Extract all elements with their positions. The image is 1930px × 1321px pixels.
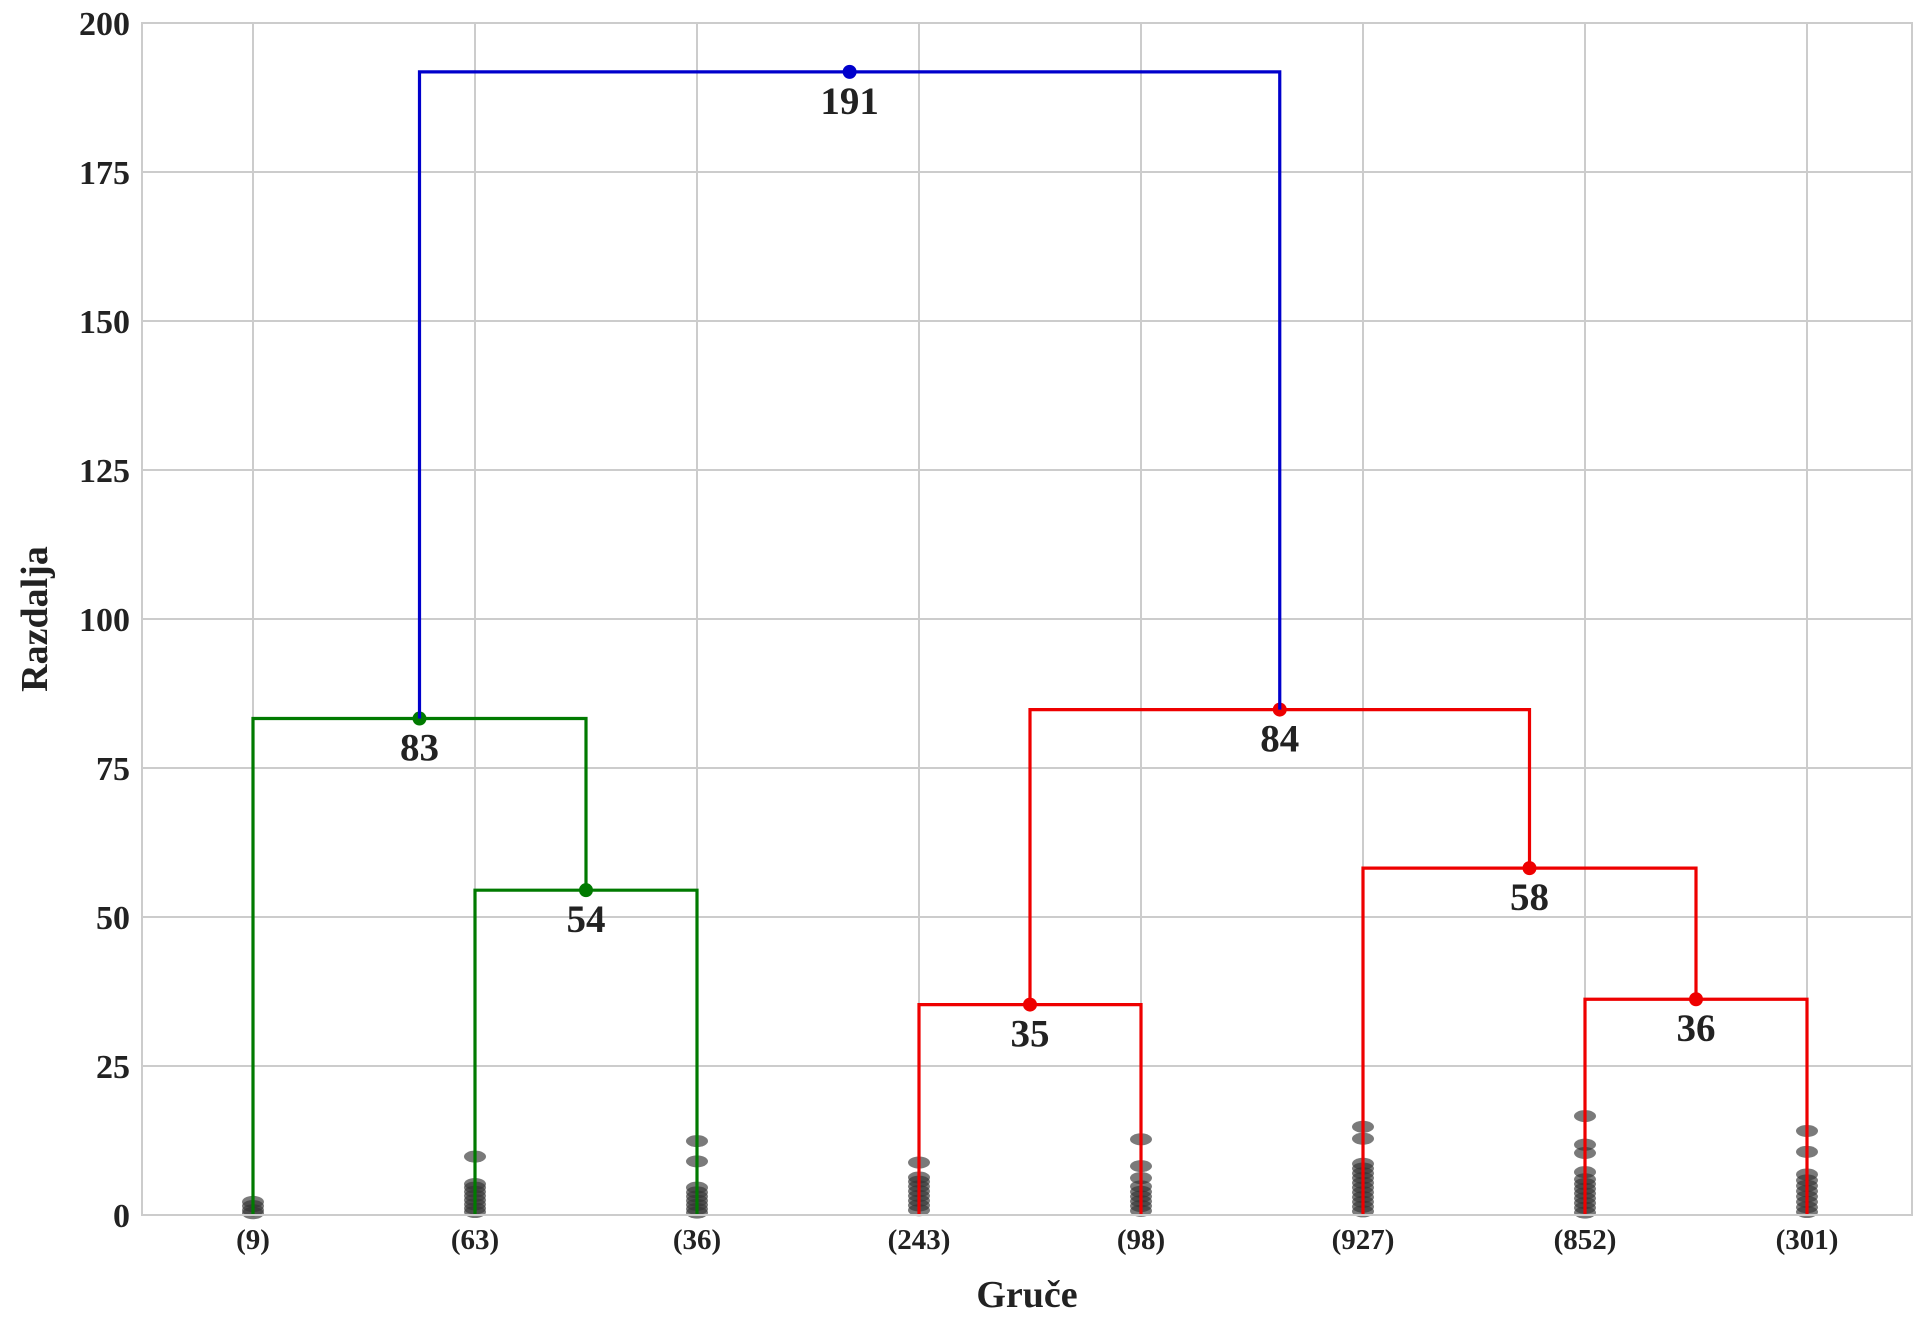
x-tick-label: (98) (1117, 1224, 1165, 1256)
x-tick-label: (927) (1332, 1224, 1395, 1256)
plot-frame (141, 22, 1913, 1216)
y-tick-label: 25 (96, 1049, 130, 1086)
y-tick-label: 125 (79, 453, 130, 490)
dendrogram-link (1361, 866, 1698, 1215)
merge-height-label: 58 (1510, 876, 1549, 919)
y-tick-label: 75 (96, 751, 130, 788)
dendrogram-link (251, 716, 588, 1215)
x-tick-label: (852) (1554, 1224, 1617, 1256)
x-tick-label: (243) (888, 1224, 951, 1256)
merge-height-label: 35 (1011, 1013, 1050, 1056)
x-axis-label: Gruče (976, 1274, 1077, 1316)
y-tick-label: 0 (113, 1198, 130, 1235)
merge-height-label: 36 (1677, 1007, 1716, 1050)
merge-height-label: 54 (567, 898, 606, 941)
y-tick-labels: 0 25 50 75 100 125 150 175 200 (79, 6, 130, 1235)
merge-height-label: 84 (1260, 718, 1299, 761)
y-tick-label: 50 (96, 900, 130, 937)
x-tick-label: (301) (1776, 1224, 1839, 1256)
dendrogram-links (251, 64, 1809, 1215)
x-tick-label: (63) (451, 1224, 499, 1256)
leaf-points (242, 1110, 1818, 1220)
y-tick-label: 200 (79, 6, 130, 43)
y-axis-label: Razdalja (14, 546, 56, 692)
merge-node (842, 64, 857, 79)
dendrogram-link (417, 70, 1282, 719)
y-tick-label: 175 (79, 155, 130, 192)
merge-labels: 54 83 35 36 58 84 191 (400, 80, 1716, 1056)
y-tick-label: 150 (79, 304, 130, 341)
merge-height-label: 83 (400, 727, 439, 770)
merge-height-label: 191 (820, 80, 879, 123)
x-tick-label: (9) (236, 1224, 270, 1256)
y-tick-label: 100 (79, 602, 130, 639)
x-tick-label: (36) (673, 1224, 721, 1256)
x-tick-labels: (9) (63) (36) (243) (98) (927) (852) (301) (236, 1224, 1838, 1256)
